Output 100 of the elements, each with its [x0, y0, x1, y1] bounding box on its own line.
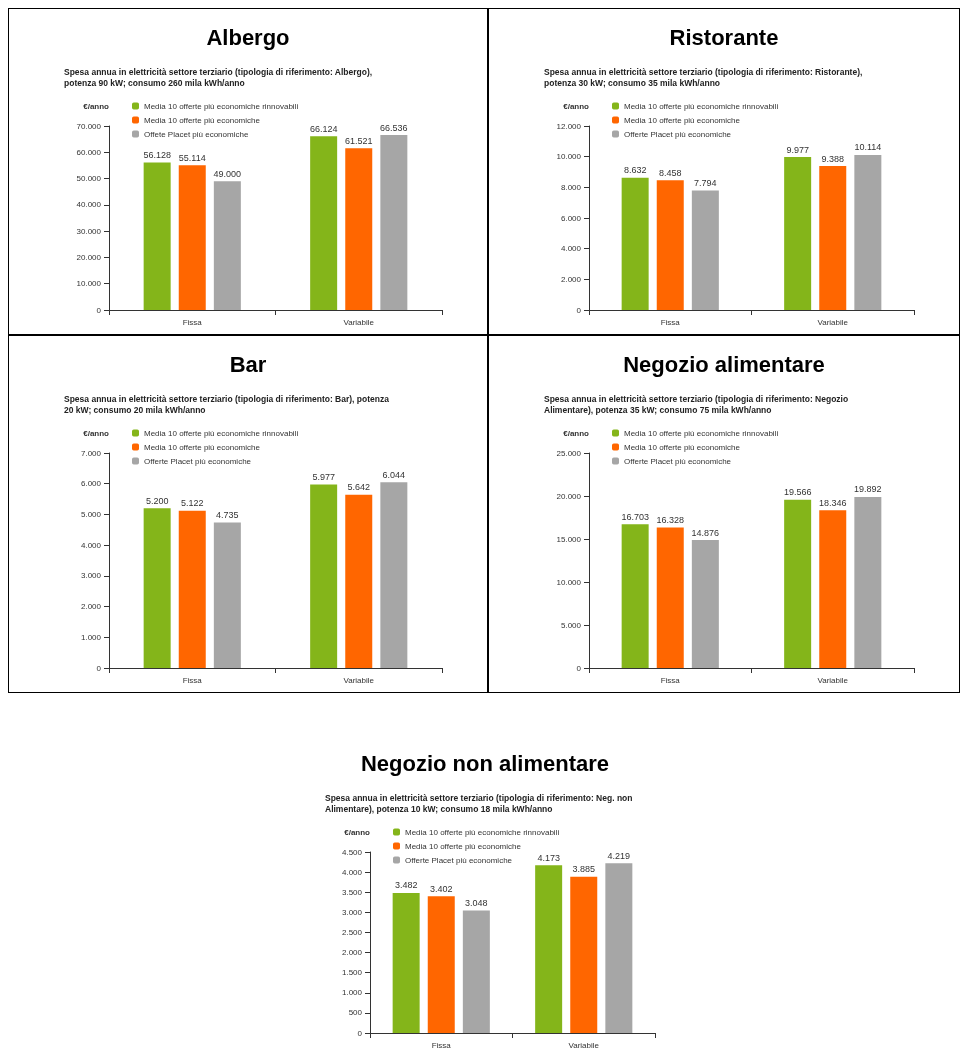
bar [462, 910, 490, 1033]
y-axis-title: €/anno [563, 101, 590, 111]
x-tick-label: Variabile [817, 317, 849, 327]
y-tick-label: 0 [96, 663, 102, 673]
data-label: 49.000 [213, 168, 242, 179]
legend-label: Offerte Placet più economiche [624, 129, 732, 139]
y-axis-title: €/anno [563, 428, 590, 438]
data-label: 4.735 [216, 510, 239, 521]
x-tick-label: Variabile [343, 317, 375, 327]
y-tick-label: 20.000 [76, 252, 102, 262]
x-tick-label: Variabile [343, 675, 375, 685]
y-tick-label: 4.500 [341, 847, 363, 857]
bar [691, 540, 719, 668]
legend-label: Media 10 offerte più economiche [624, 115, 741, 125]
y-tick-label: 30.000 [76, 226, 102, 236]
data-label: 61.521 [344, 135, 373, 146]
data-label: 10.114 [854, 142, 882, 153]
bar [213, 522, 241, 668]
data-label: 16.328 [656, 515, 685, 526]
y-tick-label: 3.000 [80, 571, 102, 581]
chart-title: Ristorante [669, 24, 779, 50]
data-label: 3.402 [429, 883, 453, 894]
legend-label: Offerte Placet più economiche [405, 855, 513, 865]
data-label: 5.200 [145, 495, 169, 506]
x-tick-label: Fissa [660, 675, 681, 685]
chart-title: Albergo [206, 24, 290, 50]
bar [621, 177, 649, 310]
data-label: 4.219 [607, 850, 631, 861]
data-label: 55.114 [178, 152, 206, 163]
data-label: 66.124 [309, 123, 338, 134]
y-tick-label: 1.000 [80, 632, 102, 642]
bar [854, 154, 882, 310]
bar [784, 157, 812, 310]
x-tick-label: Fissa [182, 675, 203, 685]
y-tick-label: 2.000 [80, 602, 102, 612]
bar [427, 896, 455, 1033]
data-label: 6.044 [382, 469, 406, 480]
y-tick-label: 40.000 [76, 200, 102, 210]
bar [535, 865, 563, 1033]
data-label: 5.122 [180, 498, 204, 509]
x-tick-label: Fissa [182, 317, 203, 327]
chart-title: Bar [229, 351, 267, 377]
data-label: 9.388 [821, 153, 845, 164]
legend-label: Offerte Placet più economiche [144, 456, 252, 466]
x-tick-label: Variabile [568, 1040, 600, 1050]
y-axis-title: €/anno [83, 101, 110, 111]
y-tick-label: 0 [96, 305, 102, 315]
x-tick-label: Fissa [431, 1040, 452, 1050]
y-tick-label: 50.000 [76, 174, 102, 184]
legend-label: Offete Placet più economiche [144, 129, 249, 139]
bar [143, 508, 171, 668]
y-tick-label: 12.000 [556, 121, 582, 131]
y-tick-label: 5.000 [80, 509, 102, 519]
y-axis-title: €/anno [83, 428, 110, 438]
bar [656, 180, 684, 310]
x-tick-label: Fissa [660, 317, 681, 327]
chart-subtitle: Spesa annua in elettricità settore terziario (tipologia di riferimento: Bar), potenza 20 kW; consumo 20 mila kWh/anno [64, 393, 392, 415]
y-tick-label: 70.000 [76, 121, 102, 131]
y-tick-label: 2.000 [560, 274, 582, 284]
legend-label: Media 10 offerte più economiche rinnovabili [624, 428, 779, 438]
bar [392, 892, 420, 1033]
bar [143, 162, 171, 310]
data-label: 56.128 [143, 149, 171, 160]
legend-label: Media 10 offerte più economiche rinnovabili [624, 101, 779, 111]
legend-label: Media 10 offerte più economiche rinnovabili [144, 101, 299, 111]
y-tick-label: 4.000 [80, 540, 102, 550]
bar [819, 166, 847, 310]
y-tick-label: 0 [576, 305, 582, 315]
bar [345, 148, 373, 310]
y-tick-label: 10.000 [556, 577, 582, 587]
data-label: 8.458 [658, 167, 682, 178]
data-label: 66.536 [380, 122, 408, 133]
y-tick-label: 3.000 [341, 907, 363, 917]
data-label: 14.876 [691, 527, 720, 538]
y-tick-label: 0 [357, 1028, 363, 1038]
data-label: 4.173 [537, 852, 560, 863]
legend-label: Media 10 offerte più economiche [405, 841, 522, 851]
y-tick-label: 8.000 [560, 182, 582, 192]
bar [380, 482, 408, 668]
y-tick-label: 3.500 [341, 887, 363, 897]
data-label: 9.977 [786, 144, 809, 155]
data-label: 5.977 [312, 471, 335, 482]
y-tick-label: 2.000 [341, 948, 363, 958]
legend-label: Media 10 offerte più economiche [144, 442, 261, 452]
y-tick-label: 6.000 [560, 213, 582, 223]
data-label: 16.703 [621, 511, 649, 522]
y-tick-label: 500 [348, 1008, 363, 1018]
data-label: 5.642 [347, 482, 371, 493]
y-axis-title: €/anno [344, 827, 371, 837]
legend-label: Media 10 offerte più economiche rinnovabili [405, 827, 560, 837]
y-tick-label: 4.000 [560, 244, 582, 254]
x-tick-label: Variabile [817, 675, 849, 685]
bar [819, 510, 847, 668]
y-tick-label: 7.000 [80, 448, 102, 458]
y-tick-label: 10.000 [556, 152, 582, 162]
legend-label: Media 10 offerte più economiche [624, 442, 741, 452]
bar [854, 496, 882, 668]
data-label: 8.632 [623, 165, 647, 176]
y-tick-label: 1.500 [341, 968, 363, 978]
data-label: 18.346 [818, 497, 847, 508]
